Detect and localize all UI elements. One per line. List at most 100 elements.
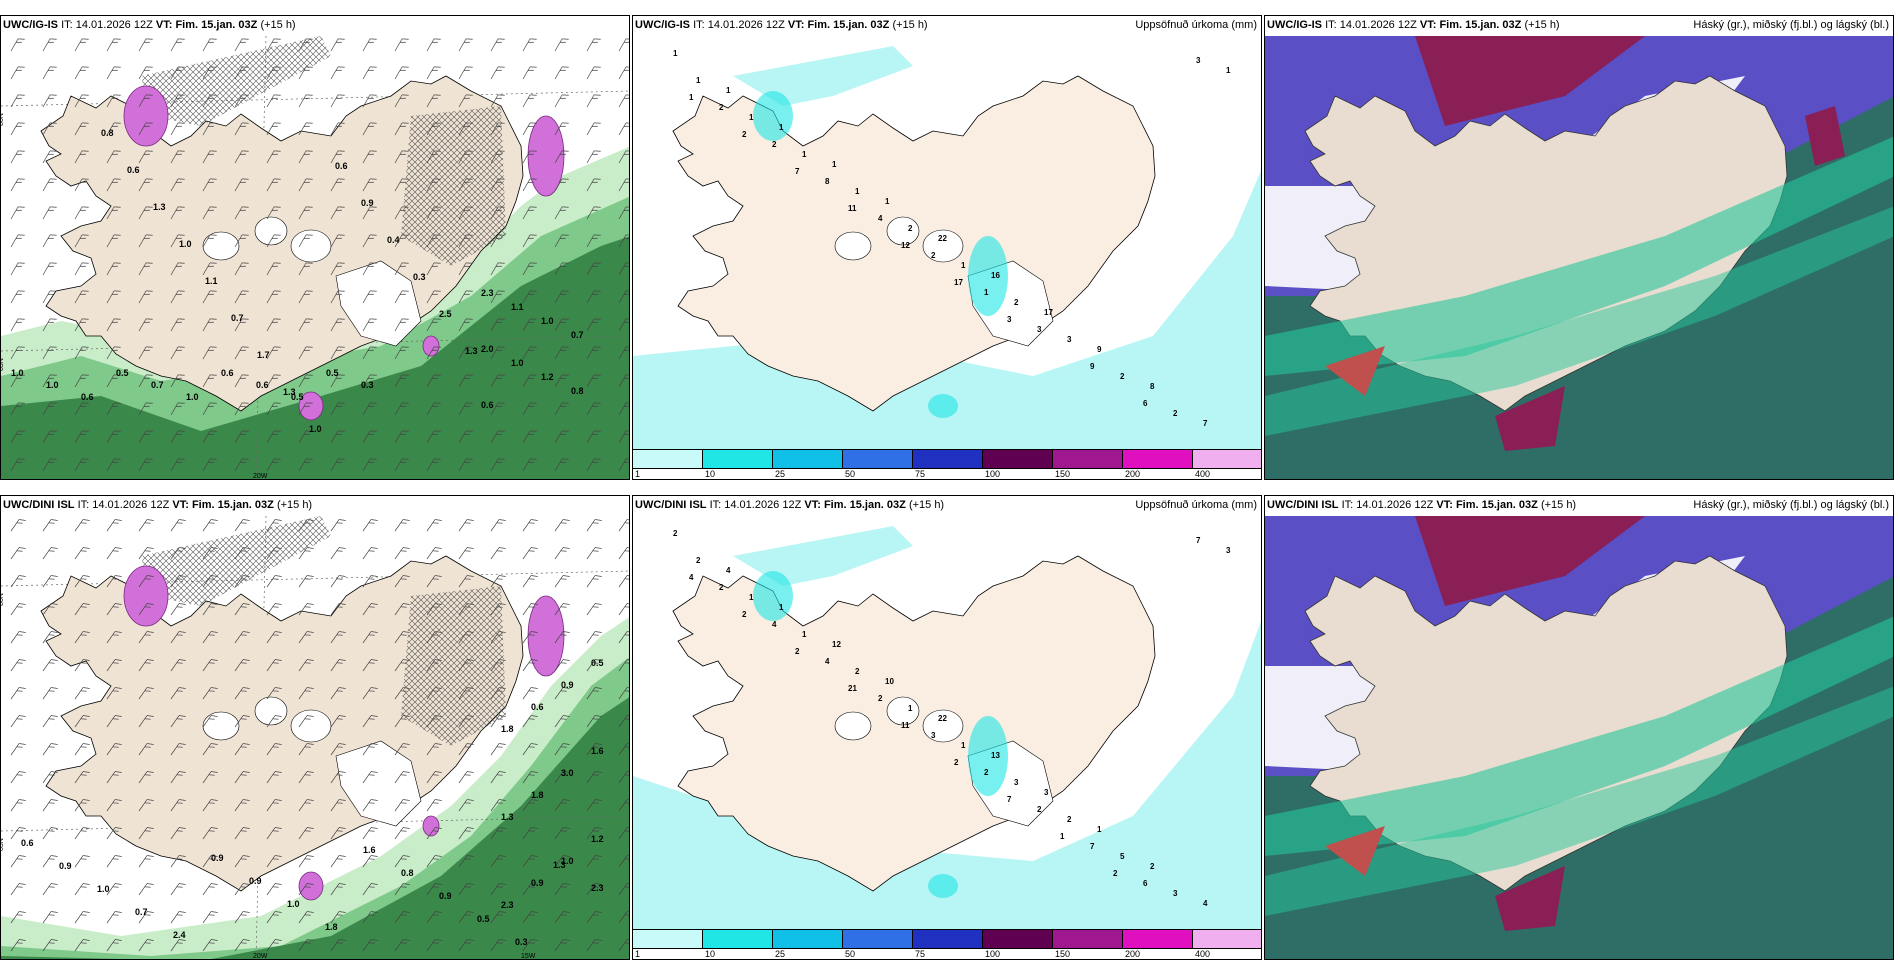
wind-barb — [522, 94, 537, 108]
wind-barb — [458, 122, 473, 136]
wind-barb — [234, 346, 249, 360]
wind-barb — [74, 547, 90, 560]
wind-barb — [298, 575, 314, 588]
wind-barb — [394, 178, 409, 192]
colorbar-labels: 1 10 25 50 75 100 150 200 400 — [633, 949, 1261, 959]
glacier — [335, 260, 422, 347]
wind-barb — [554, 38, 569, 52]
wind-value: 0.9 — [59, 861, 72, 871]
wind-barb — [10, 715, 26, 728]
wind-barb — [362, 883, 378, 896]
wind-value: 0.6 — [256, 380, 269, 390]
wind-barb — [490, 122, 505, 136]
wind-barb — [170, 38, 185, 52]
precip-value: 2 — [742, 130, 747, 139]
wind-barb — [522, 855, 538, 868]
wind-barb — [554, 575, 570, 588]
wind-barb — [170, 687, 186, 700]
precip-value: 1 — [726, 86, 731, 95]
lat-label: 65N — [1, 358, 5, 371]
wind-value: 0.7 — [571, 330, 584, 340]
wind-barb — [138, 519, 154, 532]
wind-barb — [74, 743, 90, 756]
wind-barb — [202, 547, 218, 560]
wind-barb — [170, 178, 185, 192]
wind-barb — [266, 575, 282, 588]
wind-map: 1.0 1.0 0.6 0.5 0.7 1.0 0.6 0.6 0.5 0.5 0.3 2.3 1.1 1… — [1, 36, 629, 479]
wind-barb — [426, 430, 441, 444]
glacier — [834, 231, 872, 261]
wind-barb — [554, 939, 570, 952]
wind-barb — [554, 855, 570, 868]
wind-barb — [426, 771, 442, 784]
wind-barb — [426, 318, 441, 332]
wind-barb — [266, 827, 282, 840]
colorbar-swatch — [843, 930, 913, 948]
wind-barb — [266, 687, 282, 700]
precip-value: 1 — [961, 741, 966, 750]
wind-barb — [426, 799, 442, 812]
wind-barb — [234, 234, 249, 248]
wind-barb — [74, 715, 90, 728]
precip-value: 8 — [825, 177, 830, 186]
wind-barb — [554, 715, 570, 728]
wind-barb — [362, 374, 377, 388]
wind-barb — [106, 38, 121, 52]
precip-value: 2 — [984, 768, 989, 777]
wind-barb — [554, 262, 569, 276]
precip-value: 4 — [878, 214, 883, 223]
wind-barb — [138, 94, 153, 108]
wind-barb — [394, 911, 410, 924]
wind-barb — [458, 290, 473, 304]
wind-barb — [202, 346, 217, 360]
wind-barb — [74, 346, 89, 360]
wind-barb — [618, 659, 629, 672]
wind-barb — [394, 743, 410, 756]
wind-barb — [202, 94, 217, 108]
precip-value: 1 — [908, 704, 913, 713]
precip-value: 11 — [848, 204, 857, 213]
wind-barb — [618, 206, 629, 220]
wind-barb — [42, 94, 57, 108]
wind-barb — [10, 631, 26, 644]
wind-barb — [138, 402, 153, 416]
wind-value: 0.3 — [413, 272, 426, 282]
vt-label: VT: — [804, 499, 821, 511]
wind-barb — [298, 318, 313, 332]
wind-barb — [394, 150, 409, 164]
glacier — [202, 711, 240, 741]
wind-barb — [330, 150, 345, 164]
precip-patch — [968, 236, 1008, 316]
wind-barb — [394, 547, 410, 560]
wind-barb — [234, 687, 250, 700]
precip-value: 2 — [719, 103, 724, 112]
precip-value: 4 — [1203, 899, 1208, 908]
snow-area — [527, 115, 565, 197]
wind-barb — [74, 150, 89, 164]
wind-barb — [426, 94, 441, 108]
colorbar-swatch — [703, 450, 773, 468]
wind-barb — [554, 603, 570, 616]
colorbar-swatch — [1123, 450, 1193, 468]
wind-barb — [490, 911, 506, 924]
wind-barb — [202, 603, 218, 616]
colorbar-swatch — [1053, 930, 1123, 948]
wind-barb — [458, 458, 473, 472]
wind-barb — [266, 547, 282, 560]
wind-barb — [522, 659, 538, 672]
wind-barb — [170, 234, 185, 248]
wind-barb — [138, 206, 153, 220]
wind-barb — [298, 883, 314, 896]
wind-barb — [426, 547, 442, 560]
wind-barb — [522, 38, 537, 52]
precip-value: 2 — [1150, 862, 1155, 871]
wind-barb — [266, 346, 281, 360]
colorbar-swatch — [703, 930, 773, 948]
wind-barb — [202, 771, 218, 784]
wind-barb — [298, 122, 313, 136]
wind-barb — [106, 94, 121, 108]
wind-barb — [138, 659, 154, 672]
wind-barb — [586, 827, 602, 840]
wind-barb — [138, 575, 154, 588]
wind-barb — [458, 855, 474, 868]
